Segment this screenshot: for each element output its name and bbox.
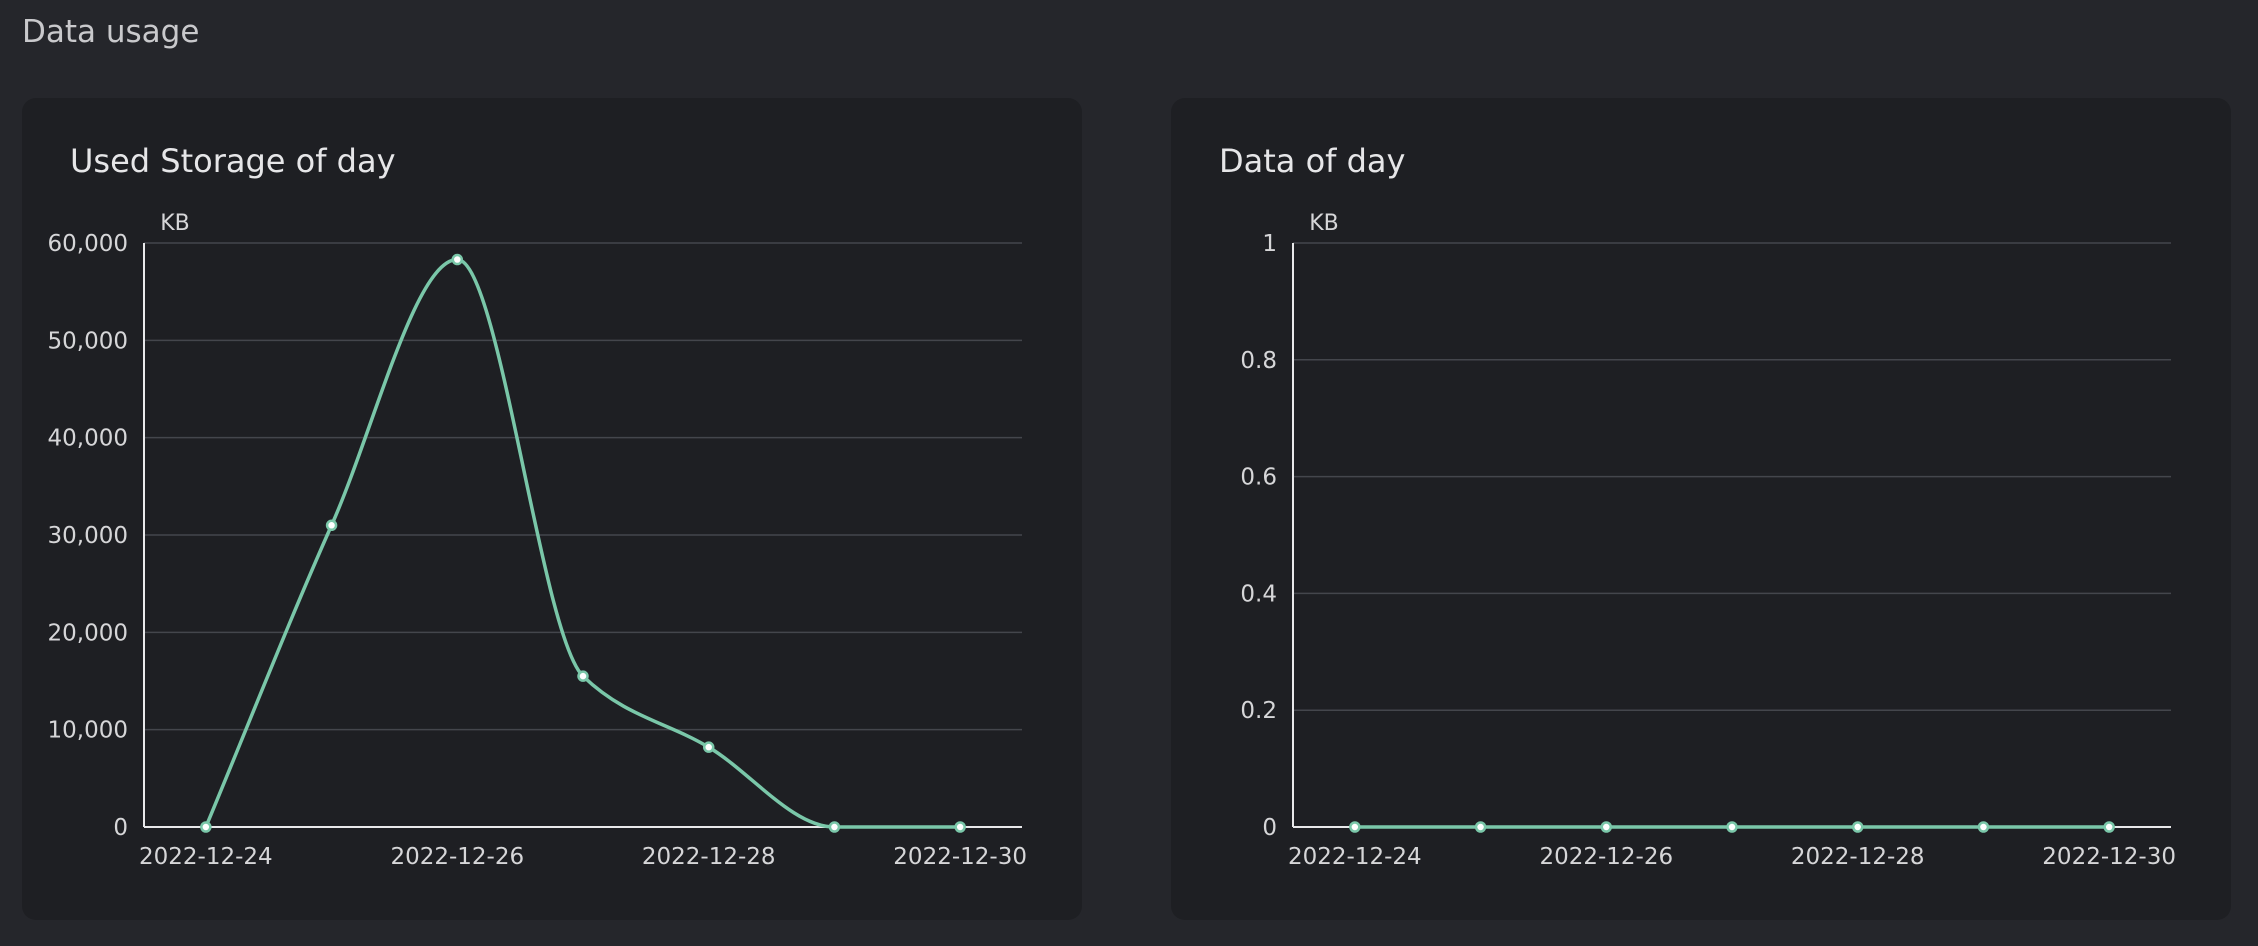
data-point[interactable] — [1474, 821, 1487, 833]
page-title: Data usage — [22, 14, 200, 50]
data-point[interactable] — [1977, 821, 1990, 833]
chart-card-data-of-day: Data of day 0 0.2 0.4 0.6 0.8 1 KB 2022-12-24 20… — [1171, 98, 2231, 920]
data-point[interactable] — [1851, 821, 1864, 833]
data-point[interactable] — [1349, 821, 1361, 833]
y-axis-unit: KB — [1309, 211, 1339, 236]
x-tick-label: 2022-12-30 — [2042, 844, 2176, 870]
y-tick-label: 0.4 — [1240, 581, 1277, 607]
x-tick-label: 2022-12-30 — [893, 844, 1027, 870]
x-tick-label: 2022-12-24 — [1288, 844, 1422, 870]
chart-card-used-storage: Used Storage of day 0 10,000 20,000 30,000 4… — [22, 98, 1082, 920]
data-point[interactable] — [325, 519, 338, 532]
data-point[interactable] — [954, 821, 966, 833]
series-line — [204, 257, 961, 829]
y-tick-label: 0 — [113, 815, 128, 841]
y-tick-label: 1 — [1262, 231, 1277, 257]
y-tick-label: 20,000 — [48, 620, 128, 646]
x-tick-label: 2022-12-28 — [1791, 844, 1925, 870]
data-point[interactable] — [2103, 821, 2115, 833]
chart-used-storage[interactable]: 0 10,000 20,000 30,000 40,000 50,000 60,000 KB 2… — [22, 98, 1082, 920]
data-point[interactable] — [451, 253, 464, 266]
y-tick-label: 60,000 — [48, 231, 128, 257]
chart-title: Data of day — [1219, 142, 1406, 180]
data-point[interactable] — [200, 821, 212, 833]
y-tick-label: 30,000 — [48, 523, 128, 549]
data-point[interactable] — [1726, 821, 1738, 833]
y-axis-unit: KB — [160, 211, 190, 236]
data-point[interactable] — [702, 741, 715, 753]
x-tick-label: 2022-12-24 — [139, 844, 273, 870]
y-tick-label: 0.6 — [1240, 465, 1277, 491]
y-tick-label: 40,000 — [48, 426, 128, 452]
y-tick-label: 0 — [1262, 815, 1277, 841]
y-tick-label: 0.2 — [1240, 698, 1277, 724]
chart-data-of-day[interactable]: 0 0.2 0.4 0.6 0.8 1 KB 2022-12-24 2022-12-26 2022… — [1171, 98, 2231, 920]
y-tick-label: 10,000 — [48, 718, 128, 744]
data-point[interactable] — [577, 670, 589, 682]
data-point[interactable] — [828, 821, 841, 833]
chart-title: Used Storage of day — [70, 142, 396, 180]
data-point[interactable] — [1600, 821, 1613, 833]
y-tick-label: 0.8 — [1240, 348, 1277, 374]
x-tick-label: 2022-12-26 — [390, 844, 524, 870]
x-tick-label: 2022-12-26 — [1539, 844, 1673, 870]
x-tick-label: 2022-12-28 — [642, 844, 776, 870]
y-tick-label: 50,000 — [48, 328, 128, 354]
